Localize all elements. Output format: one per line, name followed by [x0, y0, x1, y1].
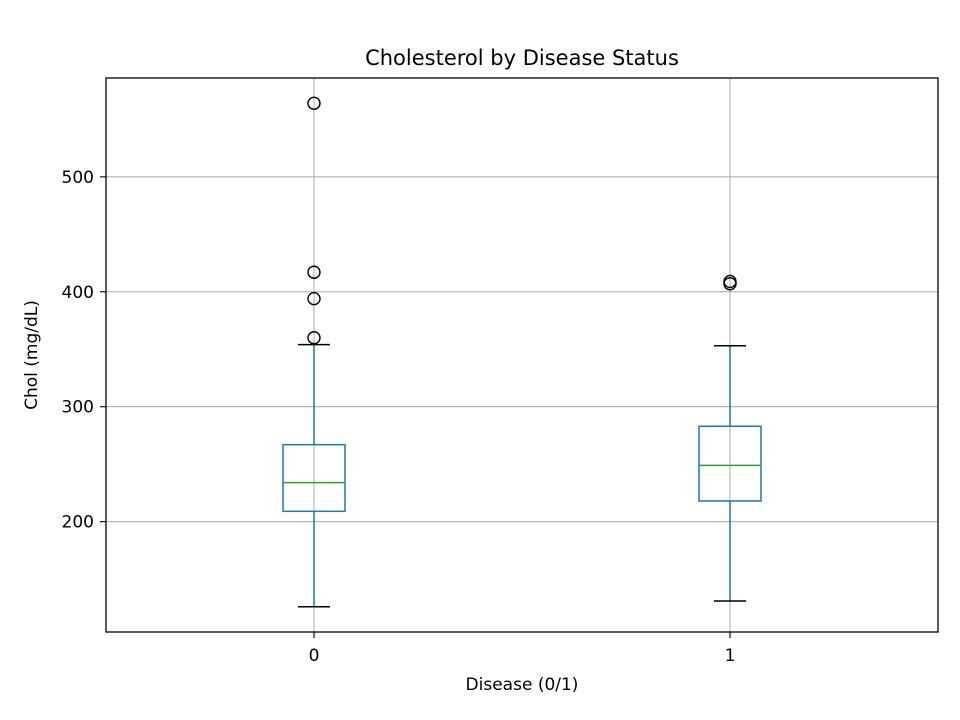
x-tick-label: 0	[309, 646, 320, 666]
y-tick-label: 300	[62, 398, 94, 418]
x-axis-label: Disease (0/1)	[466, 675, 579, 695]
grid-layer	[106, 78, 938, 632]
plot-frame	[105, 77, 939, 633]
outlier-point	[723, 274, 737, 289]
outlier-point	[307, 331, 321, 345]
box-layer	[282, 96, 762, 608]
iqr-box	[698, 425, 762, 502]
chart-title: Cholesterol by Disease Status	[365, 46, 679, 70]
box-group	[698, 274, 762, 602]
x-tick-label: 1	[725, 646, 736, 666]
tick-layer: 200 300 400 500 0 1	[62, 168, 736, 666]
iqr-box	[282, 443, 346, 513]
y-tick-label: 500	[62, 168, 94, 188]
y-tick-label: 400	[62, 283, 94, 303]
y-tick-label: 200	[62, 513, 94, 533]
y-axis-label: Chol (mg/dL)	[22, 300, 42, 410]
outlier-point	[307, 291, 321, 306]
outlier-point	[307, 96, 321, 110]
box-group	[282, 96, 346, 608]
outlier-point	[307, 265, 321, 279]
